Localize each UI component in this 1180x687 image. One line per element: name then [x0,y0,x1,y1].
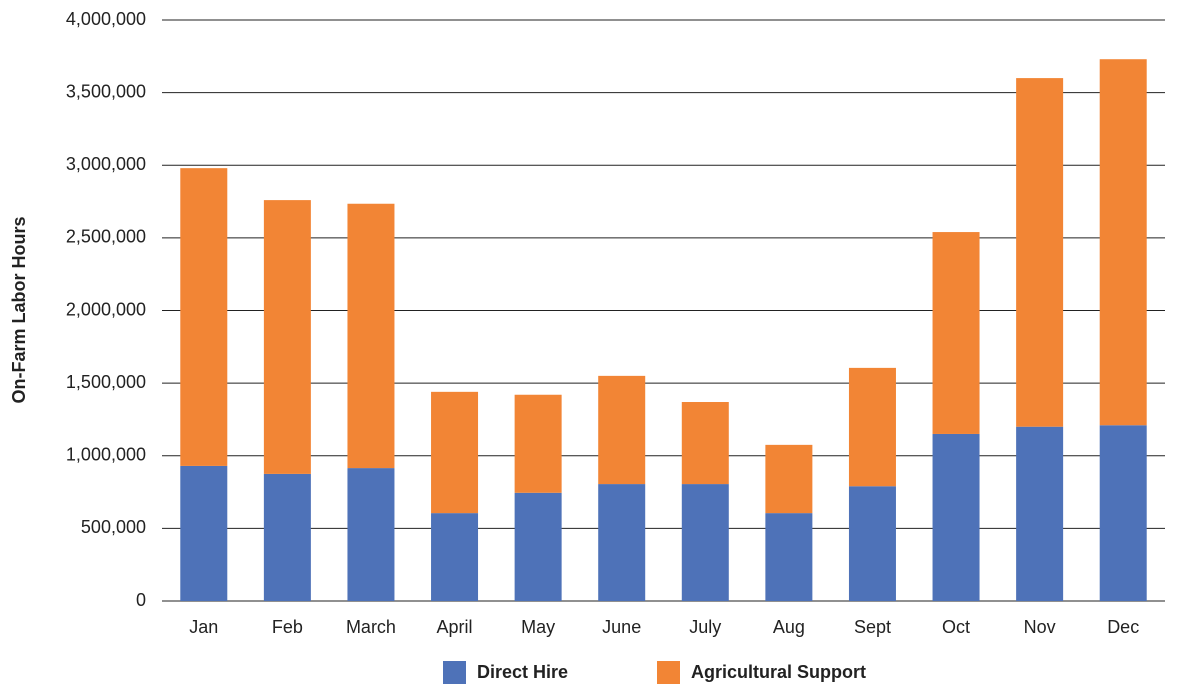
bar-segment [347,203,395,469]
bar-segment [932,433,980,601]
x-tick-label: April [437,617,473,637]
legend-label: Agricultural Support [691,662,866,682]
bar-segment [848,367,896,487]
y-tick-label: 1,000,000 [66,445,146,465]
y-tick-label: 500,000 [81,517,146,537]
bar-segment [1016,78,1064,427]
bar-segment [681,402,729,485]
x-tick-label: Feb [272,617,303,637]
y-tick-label: 2,000,000 [66,299,146,319]
legend-swatch [443,661,466,684]
x-tick-label: Jan [189,617,218,637]
x-tick-label: Dec [1107,617,1139,637]
x-tick-label: July [689,617,721,637]
bar-segment [765,513,813,601]
bar-segment [1099,425,1147,601]
bar-segment [431,513,479,601]
y-tick-label: 1,500,000 [66,372,146,392]
bar-segment [932,232,980,434]
bar-segment [1016,426,1064,601]
bar-segment [180,168,228,466]
bar-segment [514,492,562,601]
y-axis-label: On-Farm Labor Hours [9,216,29,403]
legend-swatch [657,661,680,684]
y-tick-label: 4,000,000 [66,9,146,29]
bar-segment [598,375,646,485]
bar-segment [514,394,562,493]
legend-label: Direct Hire [477,662,568,682]
x-tick-label: March [346,617,396,637]
x-tick-label: June [602,617,641,637]
y-tick-label: 3,000,000 [66,154,146,174]
bar-segment [765,444,813,514]
bar-segment [347,468,395,601]
x-tick-label: Aug [773,617,805,637]
bar-segment [180,465,228,601]
y-tick-label: 3,500,000 [66,81,146,101]
x-tick-label: Oct [942,617,970,637]
x-tick-label: Sept [854,617,891,637]
bar-segment [848,486,896,601]
y-tick-label: 0 [136,590,146,610]
bar-segment [263,200,311,474]
x-tick-label: Nov [1024,617,1056,637]
bar-segment [1099,59,1147,426]
bar-segment [681,484,729,601]
bar-segment [431,391,479,514]
bar-segment [598,484,646,601]
x-tick-label: May [521,617,555,637]
bar-segment [263,473,311,601]
y-tick-label: 2,500,000 [66,227,146,247]
